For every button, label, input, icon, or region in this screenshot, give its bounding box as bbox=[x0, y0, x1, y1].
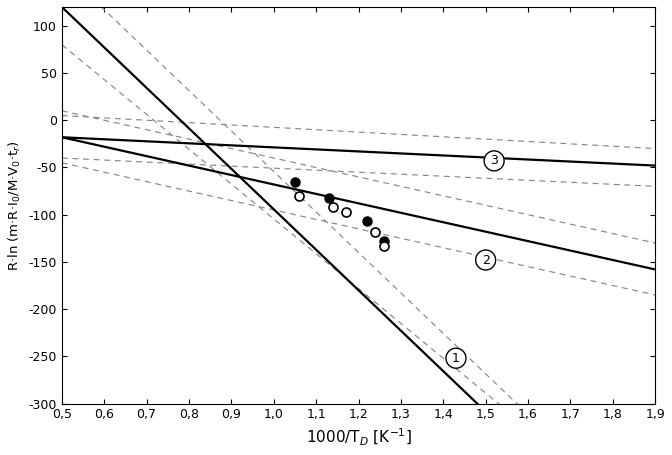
Text: 2: 2 bbox=[482, 253, 490, 267]
Text: 1: 1 bbox=[452, 352, 460, 365]
Text: 3: 3 bbox=[490, 154, 498, 167]
Y-axis label: R·ln (m·R·I$_0$/M·V$_0$·t$_r$): R·ln (m·R·I$_0$/M·V$_0$·t$_r$) bbox=[7, 140, 23, 271]
X-axis label: 1000/T$_D$ [K$^{-1}$]: 1000/T$_D$ [K$^{-1}$] bbox=[306, 427, 411, 448]
